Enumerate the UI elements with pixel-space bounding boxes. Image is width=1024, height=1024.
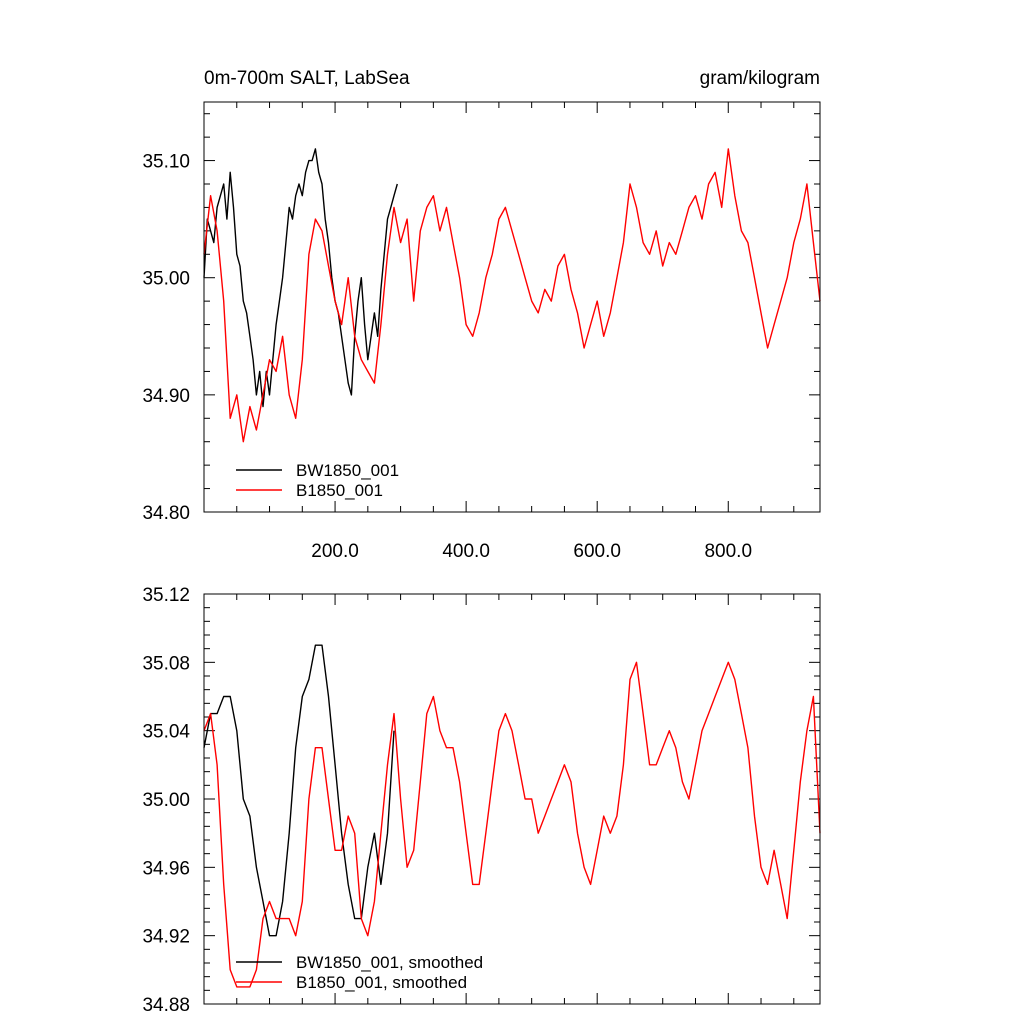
top-chart-units: gram/kilogram xyxy=(700,68,820,89)
top-x-tick-label: 600.0 xyxy=(573,541,621,562)
top-plot-frame xyxy=(203,101,821,513)
bottom-y-tick-label: 35.12 xyxy=(142,585,190,606)
bottom-series-line-1 xyxy=(203,661,821,988)
bottom-chart-panel: 34.88 34.92 34.96 35.00 35.04 35.08 35.12 BW18… xyxy=(142,585,821,1016)
top-chart-title: 0m-700m SALT, LabSea xyxy=(204,68,410,89)
bottom-y-tick-label: 34.96 xyxy=(142,858,190,879)
bottom-legend-label-0: BW1850_001, smoothed xyxy=(296,953,483,972)
bottom-y-tick-label: 34.88 xyxy=(142,995,190,1016)
top-legend-label-1: B1850_001 xyxy=(296,481,383,500)
bottom-series-line-0 xyxy=(203,644,395,937)
top-legend-label-0: BW1850_001 xyxy=(296,461,399,480)
top-y-tick-label: 34.90 xyxy=(142,386,190,407)
bottom-plot-frame xyxy=(203,593,821,1005)
top-x-tick-label: 800.0 xyxy=(704,541,752,562)
bottom-y-tick-label: 35.00 xyxy=(142,790,190,811)
top-y-tick-label: 34.80 xyxy=(142,503,190,524)
top-series-line-0 xyxy=(203,148,398,408)
bottom-y-tick-label: 35.04 xyxy=(142,722,190,743)
top-chart-panel: 0m-700m SALT, LabSea gram/kilogram 34.80… xyxy=(142,68,821,562)
bottom-legend-label-1: B1850_001, smoothed xyxy=(296,973,467,992)
top-series-line-1 xyxy=(203,148,821,443)
top-x-tick-label: 200.0 xyxy=(311,541,359,562)
bottom-y-tick-label: 35.08 xyxy=(142,653,190,674)
top-y-tick-label: 35.00 xyxy=(142,269,190,290)
top-y-tick-label: 35.10 xyxy=(142,152,190,173)
bottom-y-tick-label: 34.92 xyxy=(142,927,190,948)
top-x-tick-label: 400.0 xyxy=(442,541,490,562)
